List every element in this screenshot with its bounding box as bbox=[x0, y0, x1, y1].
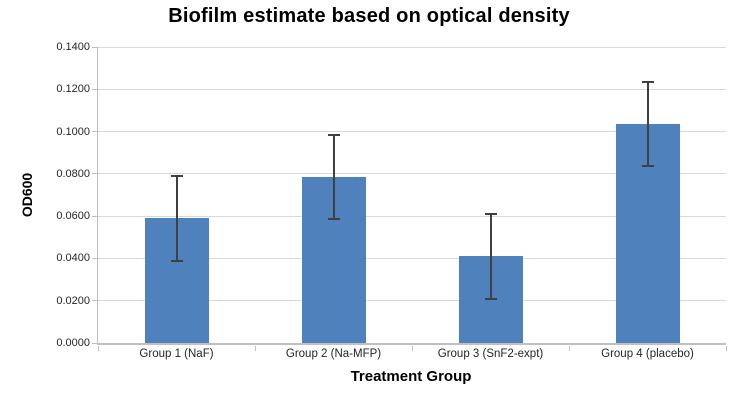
error-bar-2 bbox=[332, 134, 335, 220]
x-tick-mark bbox=[725, 346, 727, 351]
x-tick-mark bbox=[254, 346, 256, 351]
y-gridline bbox=[98, 46, 726, 48]
y-tick-label: 0.0400 bbox=[56, 252, 90, 265]
y-tick-mark bbox=[92, 215, 97, 217]
x-axis-title: Treatment Group bbox=[350, 368, 472, 385]
error-cap-top-3 bbox=[484, 213, 497, 216]
error-cap-bottom-2 bbox=[327, 218, 340, 221]
y-tick-mark bbox=[92, 131, 97, 133]
x-category-label-2: Group 2 (Na-MFP) bbox=[285, 348, 382, 360]
y-tick-mark bbox=[92, 88, 97, 90]
error-cap-bottom-4 bbox=[641, 165, 654, 168]
error-bar-3 bbox=[489, 214, 492, 299]
error-cap-bottom-1 bbox=[170, 259, 183, 262]
y-axis-title: OD600 bbox=[19, 172, 35, 218]
y-gridline bbox=[98, 215, 726, 217]
y-tick-label: 0.0600 bbox=[56, 210, 90, 223]
error-cap-top-1 bbox=[170, 174, 183, 177]
error-bar-4 bbox=[646, 81, 649, 167]
plot-area: 0.0000 0.0200 0.0400 0.0600 0.0800 0.1000 0.12… bbox=[56, 41, 727, 360]
y-tick-label: 0.0000 bbox=[56, 337, 90, 349]
y-gridline bbox=[98, 131, 726, 133]
y-gridline bbox=[98, 173, 726, 175]
y-gridline bbox=[98, 88, 726, 90]
chart-title: Biofilm estimate based on optical densit… bbox=[168, 5, 570, 27]
x-tick-mark bbox=[97, 346, 99, 351]
y-tick-label: 0.1400 bbox=[56, 41, 90, 53]
error-cap-bottom-3 bbox=[484, 297, 497, 300]
y-tick-label: 0.0800 bbox=[56, 167, 90, 180]
error-cap-top-4 bbox=[641, 80, 654, 83]
x-category-label-1: Group 1 (NaF) bbox=[139, 348, 214, 360]
x-tick-mark bbox=[411, 346, 413, 351]
error-cap-top-2 bbox=[327, 133, 340, 136]
x-tick-mark bbox=[568, 346, 570, 351]
y-tick-mark bbox=[92, 46, 97, 48]
y-tick-label: 0.1000 bbox=[56, 125, 90, 138]
y-tick-label: 0.0200 bbox=[56, 294, 90, 307]
error-bar-1 bbox=[175, 175, 178, 261]
y-tick-mark bbox=[92, 173, 97, 175]
y-tick-mark bbox=[92, 257, 97, 259]
x-category-label-3: Group 3 (SnF2-expt) bbox=[437, 348, 544, 360]
x-category-label-4: Group 4 (placebo) bbox=[601, 348, 694, 360]
y-gridline bbox=[98, 257, 726, 259]
y-tick-label: 0.1200 bbox=[56, 83, 90, 96]
y-tick-mark bbox=[92, 342, 97, 344]
y-tick-mark bbox=[92, 300, 97, 302]
y-gridline bbox=[98, 300, 726, 302]
